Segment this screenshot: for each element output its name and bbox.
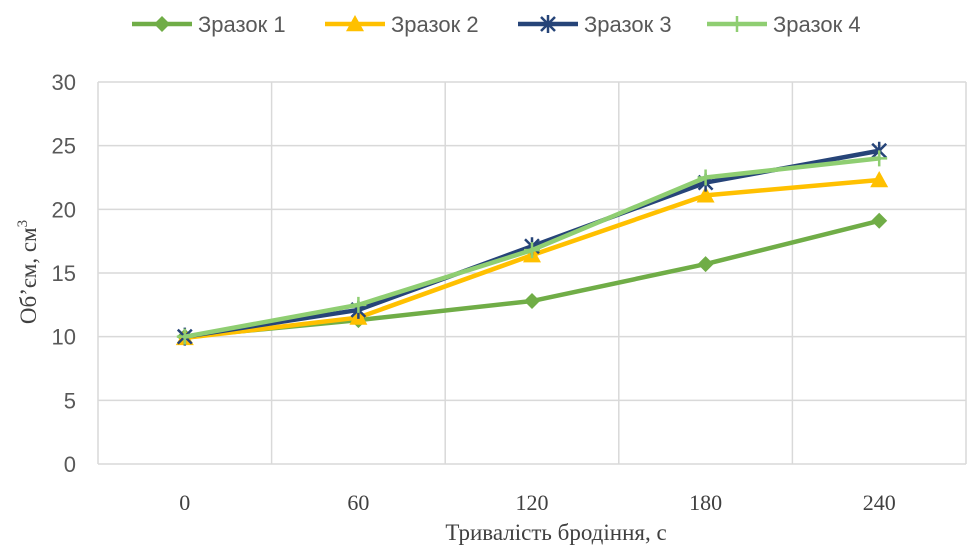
- legend-marker: [540, 15, 556, 33]
- grid-layer: [97, 81, 967, 465]
- series-4: [176, 150, 888, 345]
- series-layer: [175, 141, 889, 346]
- y-tick-label: 20: [52, 197, 76, 222]
- x-tick-label: 180: [689, 490, 722, 515]
- x-tick-label: 120: [516, 490, 549, 515]
- data-point: [697, 169, 714, 186]
- y-axis-title-superscript: 3: [15, 220, 31, 228]
- legend-item-1: Зразок 1: [132, 12, 286, 37]
- y-tick-label: 0: [64, 452, 76, 477]
- data-point: [524, 293, 540, 310]
- x-tick-label: 240: [863, 490, 896, 515]
- y-tick-label: 15: [52, 261, 76, 286]
- x-tick-label: 0: [179, 490, 190, 515]
- legend-label: Зразок 4: [773, 12, 861, 37]
- data-point: [871, 212, 888, 229]
- x-axis-title: Тривалість бродіння, с: [445, 520, 666, 545]
- data-point: [697, 256, 714, 273]
- legend-item-3: Зразок 3: [518, 12, 672, 37]
- y-axis-title-text: Об’єм, см: [16, 227, 41, 324]
- axis-layer: 0 5 10 15 20 25 30 0 60 120 180 240: [52, 70, 896, 515]
- data-point: [350, 296, 367, 313]
- y-axis-title: Об’єм, см3: [15, 220, 41, 324]
- data-point: [870, 171, 889, 188]
- legend-marker: [346, 15, 364, 32]
- data-point: [176, 328, 193, 345]
- legend-marker: [154, 16, 170, 32]
- legend-marker: [729, 16, 745, 32]
- y-tick-label: 30: [52, 70, 76, 95]
- legend-label: Зразок 1: [198, 12, 286, 37]
- y-tick-label: 10: [52, 325, 76, 350]
- y-tick-label: 5: [64, 388, 76, 413]
- x-tick-label: 60: [347, 490, 369, 515]
- legend-label: Зразок 2: [391, 12, 479, 37]
- data-point: [871, 150, 888, 167]
- data-point: [696, 186, 715, 203]
- legend-label: Зразок 3: [584, 12, 672, 37]
- legend-item-2: Зразок 2: [325, 12, 479, 37]
- legend-item-4: Зразок 4: [707, 12, 861, 37]
- y-tick-label: 25: [52, 134, 76, 159]
- data-point: [524, 242, 540, 259]
- legend: Зразок 1 Зразок 2 Зразок 3 Зразок 4: [132, 12, 861, 37]
